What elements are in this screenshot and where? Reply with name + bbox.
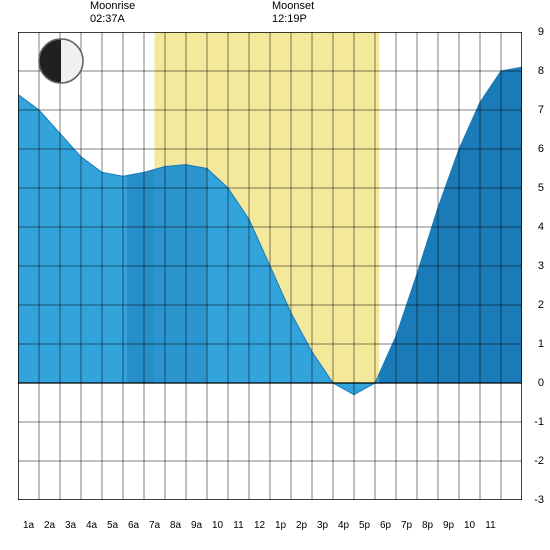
tide-chart: Moonrise 02:37A Moonset 12:19P -3-2-1012… [0,0,550,550]
chart-svg [18,32,522,500]
x-tick: 9a [191,520,202,531]
x-tick: 7p [401,520,412,531]
moonset-title: Moonset [272,0,314,12]
y-tick: 3 [538,260,544,272]
y-tick: 5 [538,182,544,194]
y-tick: -2 [534,455,544,467]
x-tick: 6a [128,520,139,531]
x-tick: 1p [275,520,286,531]
moonrise-title: Moonrise [90,0,135,12]
moonset-label: Moonset 12:19P [272,0,314,26]
x-tick: 2a [44,520,55,531]
x-axis: 1a 2a 3a 4a 5a 6a 7a 8a 9a 10 11 12 1p 2p 3p 4p 5p 6p 7p 8p… [18,520,522,540]
x-tick: 9p [443,520,454,531]
x-tick: 3p [317,520,328,531]
y-tick: -3 [534,494,544,506]
x-tick: 10 [464,520,475,531]
x-tick: 5a [107,520,118,531]
x-tick: 10 [212,520,223,531]
moon-phase-icon [38,38,84,84]
plot-area [18,32,522,500]
x-tick: 6p [380,520,391,531]
y-tick: 2 [538,299,544,311]
y-tick: 9 [538,26,544,38]
x-tick: 4a [86,520,97,531]
y-tick: -1 [534,416,544,428]
x-tick: 12 [254,520,265,531]
x-tick: 5p [359,520,370,531]
moon-svg [38,38,84,84]
x-tick: 2p [296,520,307,531]
header: Moonrise 02:37A Moonset 12:19P [0,0,550,30]
y-tick: 7 [538,104,544,116]
moonset-time: 12:19P [272,13,307,25]
x-tick: 8p [422,520,433,531]
x-tick: 11 [485,520,495,531]
y-axis: -3-2-10123456789 [530,32,544,500]
moonrise-label: Moonrise 02:37A [90,0,135,26]
y-tick: 4 [538,221,544,233]
x-tick: 4p [338,520,349,531]
x-tick: 1a [23,520,34,531]
x-tick: 3a [65,520,76,531]
y-tick: 8 [538,65,544,77]
x-tick: 11 [233,520,243,531]
moonrise-time: 02:37A [90,13,125,25]
x-tick: 8a [170,520,181,531]
y-tick: 0 [538,377,544,389]
y-tick: 6 [538,143,544,155]
x-tick: 7a [149,520,160,531]
y-tick: 1 [538,338,544,350]
